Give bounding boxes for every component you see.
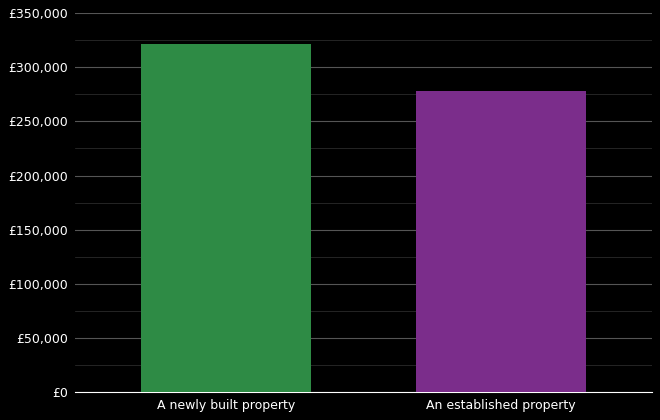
- Bar: [416, 91, 586, 392]
- Bar: [141, 44, 311, 392]
